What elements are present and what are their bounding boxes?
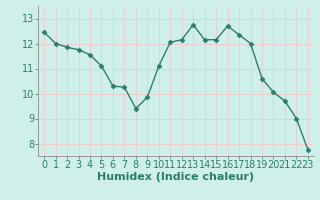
X-axis label: Humidex (Indice chaleur): Humidex (Indice chaleur) xyxy=(97,172,255,182)
